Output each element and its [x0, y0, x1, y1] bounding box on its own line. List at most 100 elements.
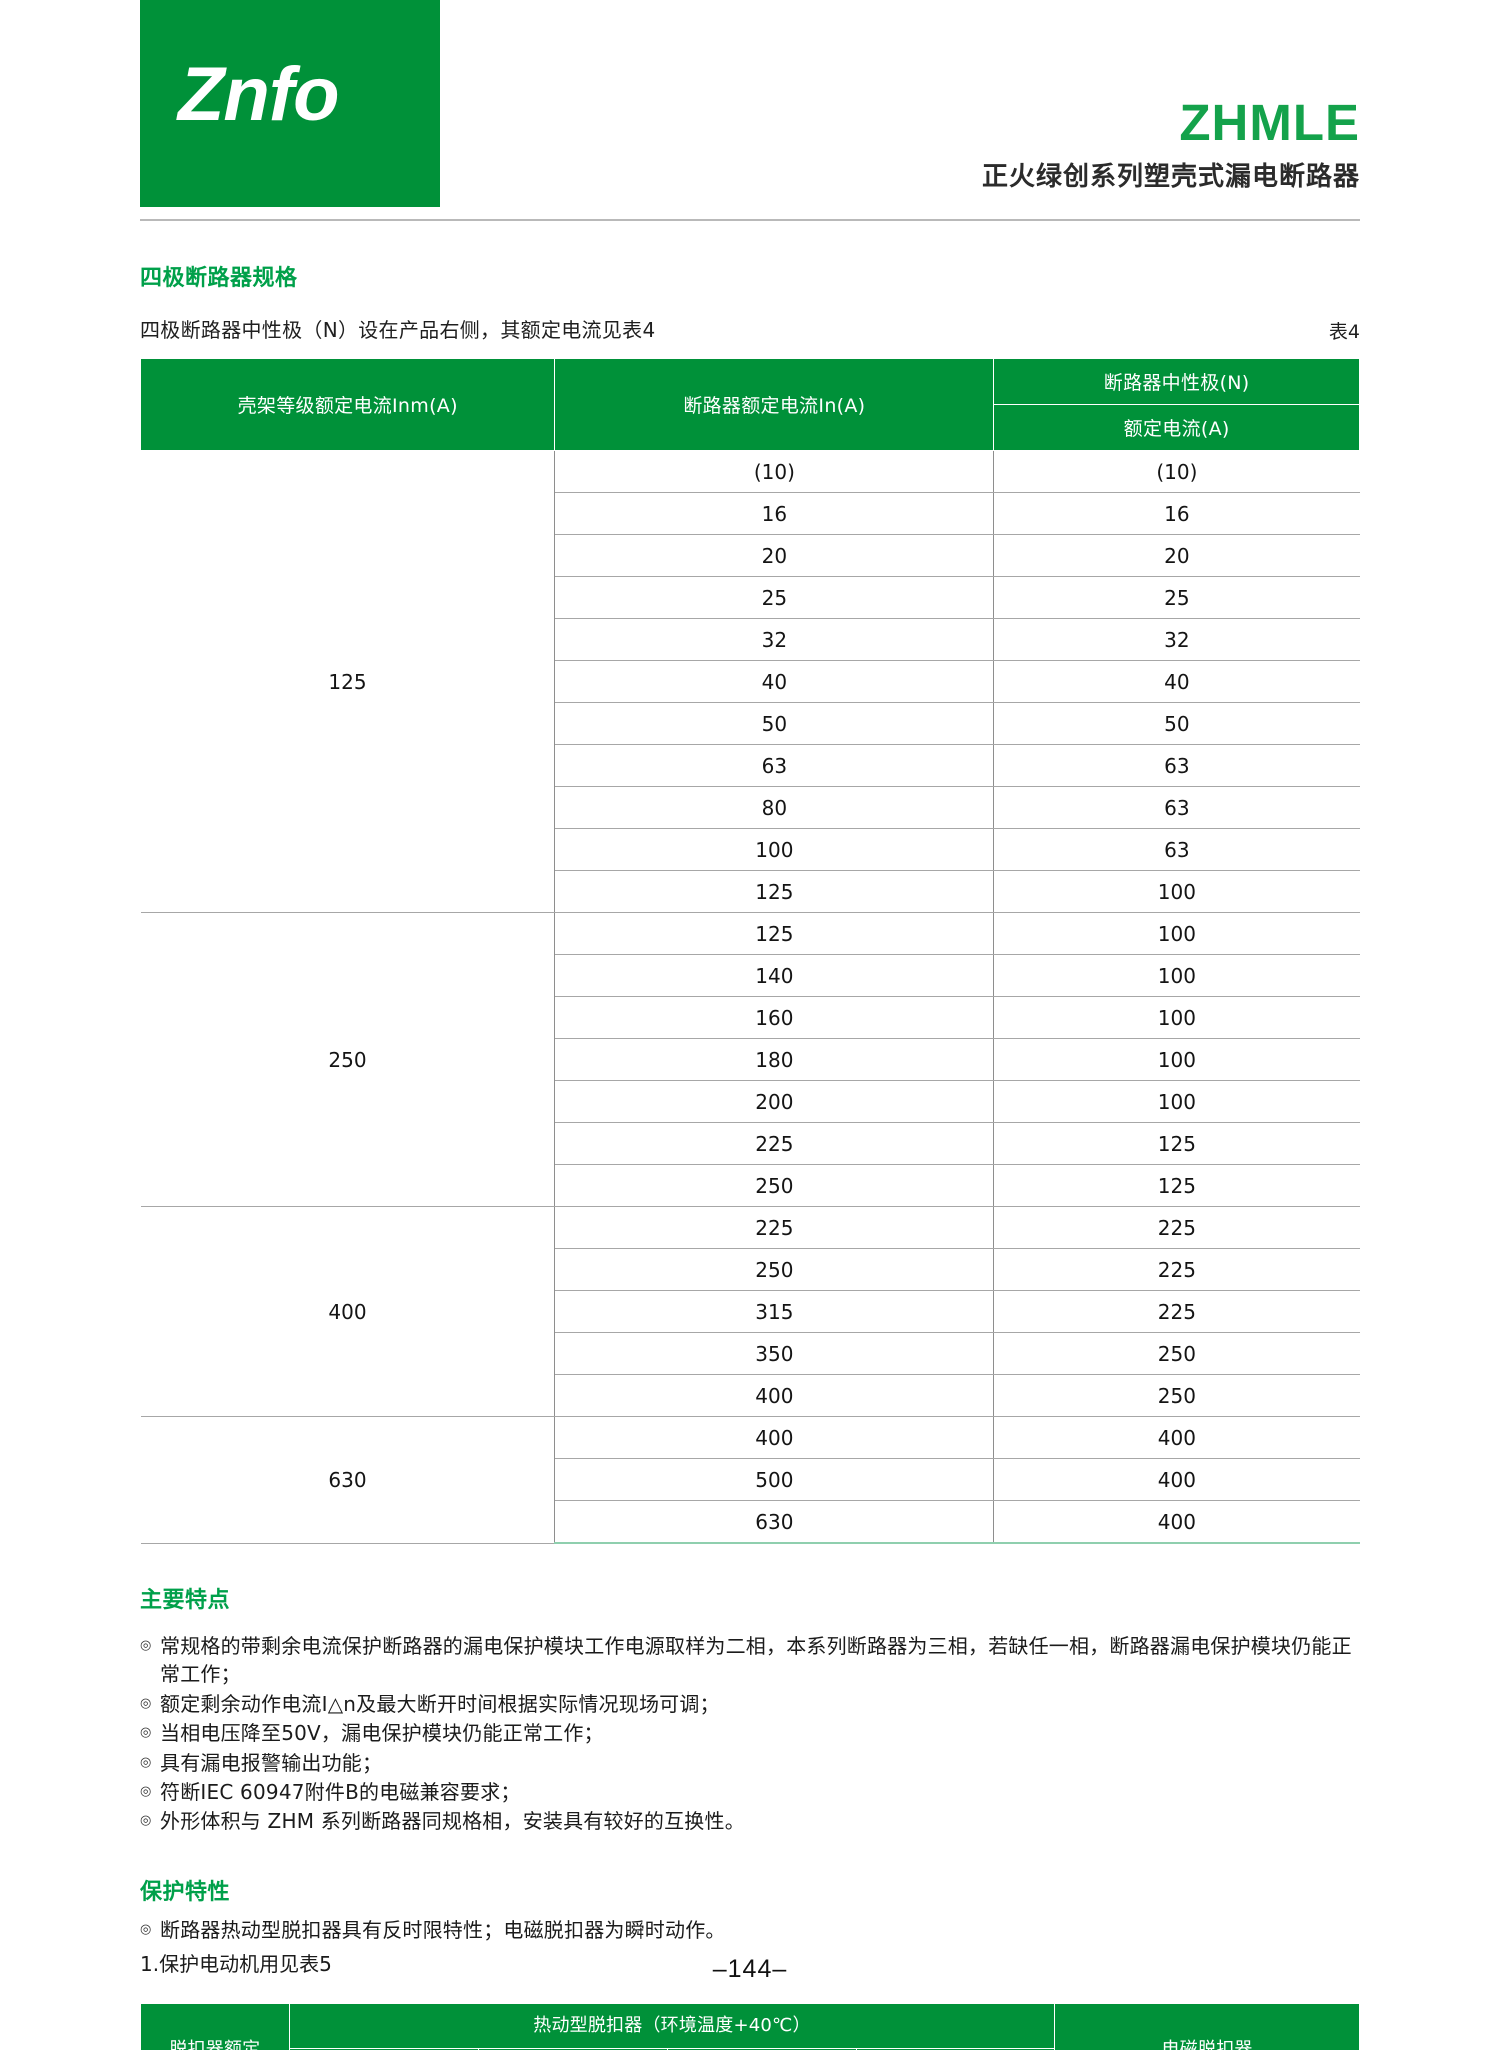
table4-in-cell: 225 [554, 1122, 995, 1165]
section-title-protection: 保护特性 [140, 1879, 231, 1905]
table4-n-cell: (10) [993, 450, 1360, 493]
table4-in-cell: (10) [554, 450, 995, 493]
table-row: 350 250 [141, 1332, 1360, 1375]
product-series-subtitle: 正火绿创系列塑壳式漏电断路器 [981, 161, 1360, 192]
table-row: 16 16 [141, 492, 1360, 535]
list-item-text: 断路器热动型脱扣器具有反时限特性；电磁脱扣器为瞬时动作。 [160, 1917, 726, 1942]
table-row: 225 125 [141, 1122, 1360, 1165]
table4-in-cell: 315 [554, 1290, 995, 1333]
table-row: 125 100 [141, 870, 1360, 913]
table4-in-cell: 250 [554, 1164, 995, 1207]
protection-list: ◎ 断路器热动型脱扣器具有反时限特性；电磁脱扣器为瞬时动作。 [140, 1916, 1360, 1944]
ring-bullet-icon: ◎ [140, 1783, 152, 1799]
brand-logo-block: Znfo [140, 0, 440, 207]
table4-in-cell: 40 [554, 660, 995, 703]
table4-in-cell: 16 [554, 492, 995, 535]
table-row: 125 (10) (10) [140, 450, 1360, 913]
list-item-text: 外形体积与 ZHM 系列断路器同规格相，安装具有较好的互换性。 [160, 1809, 745, 1834]
table4-in-cell: 500 [554, 1458, 995, 1501]
table5-th-thermal-group: 热动型脱扣器（环境温度+40℃） [288, 2003, 1056, 2050]
page-number: –144– [712, 1955, 788, 1983]
table4-n-cell: 25 [993, 576, 1360, 619]
table5-header: 脱扣器额定 电流(A) 热动型脱扣器（环境温度+40℃） 电磁脱扣器 动作电流（… [140, 2003, 1360, 2050]
table4-frame-cell: 400 [140, 1206, 556, 1417]
table4-in-cell: 350 [554, 1332, 995, 1375]
table4-in-cell: 400 [554, 1416, 995, 1459]
list-item: ◎ 当相电压降至50V，漏电保护模块仍能正常工作； [140, 1719, 1360, 1747]
table4-in-cell: 50 [554, 702, 995, 745]
table4-in-cell: 20 [554, 534, 995, 577]
table4-n-cell: 100 [993, 954, 1360, 997]
table4-n-cell: 250 [993, 1374, 1360, 1417]
table-row: 250 225 [141, 1248, 1360, 1291]
table4-n-cell: 63 [993, 786, 1360, 829]
table4-n-cell: 100 [993, 996, 1360, 1039]
table4-in-cell: 225 [554, 1206, 995, 1249]
list-item: ◎ 外形体积与 ZHM 系列断路器同规格相，安装具有较好的互换性。 [140, 1807, 1360, 1835]
ring-bullet-icon: ◎ [140, 1921, 152, 1937]
section-title-features: 主要特点 [140, 1588, 231, 1613]
table4-header: 壳架等级额定电流Inm(A) 断路器额定电流In(A) 断路器中性极(N) 额定… [139, 358, 1360, 451]
table4-in-cell: 400 [554, 1374, 995, 1417]
table4-n-cell: 100 [993, 912, 1360, 955]
table5-th-trip-rating: 脱扣器额定 电流(A) [140, 2003, 290, 2050]
table4-th-breaker-in: 断路器额定电流In(A) [554, 358, 995, 451]
section-title-spec: 四极断路器规格 [140, 266, 298, 291]
table4-n-cell: 50 [993, 702, 1360, 745]
table-four-pole-specs: 壳架等级额定电流Inm(A) 断路器额定电流In(A) 断路器中性极(N) 额定… [139, 358, 1360, 1544]
table4-n-cell: 100 [993, 870, 1360, 913]
table4-n-cell: 225 [993, 1206, 1360, 1249]
list-item-text: 当相电压降至50V，漏电保护模块仍能正常工作； [160, 1721, 604, 1746]
table4-in-cell: 140 [554, 954, 995, 997]
list-item: ◎ 常规格的带剩余电流保护断路器的漏电保护模块工作电源取样为二相，本系列断路器为… [140, 1632, 1360, 1689]
table4-in-cell: 125 [554, 870, 995, 913]
table-row: 630 400 400 [140, 1416, 1360, 1544]
page-content: 四极断路器规格 四极断路器中性极（N）设在产品右侧，其额定电流见表4 表4 壳架… [0, 260, 1500, 2050]
table4-frame-cell: 250 [140, 912, 556, 1207]
protection-numbered-note: 1.保护电动机用见表5 [140, 1952, 332, 1977]
table4-in-cell: 160 [554, 996, 995, 1039]
table4-th-neutral-group: 断路器中性极(N) [993, 358, 1360, 405]
table4-in-cell: 80 [554, 786, 995, 829]
table4-in-cell: 180 [554, 1038, 995, 1081]
list-item: ◎ 断路器热动型脱扣器具有反时限特性；电磁脱扣器为瞬时动作。 [140, 1916, 1360, 1944]
table-row: 200 100 [141, 1080, 1360, 1123]
list-item: ◎ 符断IEC 60947附件B的电磁兼容要求； [140, 1778, 1360, 1806]
list-item-text: 常规格的带剩余电流保护断路器的漏电保护模块工作电源取样为二相，本系列断路器为三相… [160, 1634, 1352, 1687]
table-trip-characteristics: 脱扣器额定 电流(A) 热动型脱扣器（环境温度+40℃） 电磁脱扣器 动作电流（… [140, 2003, 1360, 2050]
table4-n-cell: 20 [993, 534, 1360, 577]
table4-in-cell: 63 [554, 744, 995, 787]
table4-frame-cell: 630 [140, 1416, 556, 1544]
table4-in-cell: 100 [554, 828, 995, 871]
table-row: 25 25 [141, 576, 1360, 619]
product-series-name: ZHMLE [1179, 94, 1360, 151]
table4-n-cell: 63 [993, 744, 1360, 787]
table4-th-neutral-sub: 额定电流(A) [993, 404, 1360, 451]
ring-bullet-icon: ◎ [140, 1725, 152, 1741]
table4-n-cell: 250 [993, 1332, 1360, 1375]
table4-n-cell: 125 [993, 1164, 1360, 1207]
page-header: Znfo ZHMLE 正火绿创系列塑壳式漏电断路器 [0, 0, 1500, 222]
table4-n-cell: 100 [993, 1038, 1360, 1081]
table-row: 400 225 225 [140, 1206, 1360, 1417]
list-item-text: 具有漏电报警输出功能； [160, 1750, 383, 1775]
table-row: 250 125 [141, 1164, 1360, 1207]
ring-bullet-icon: ◎ [140, 1695, 152, 1711]
table-row: 32 32 [141, 618, 1360, 661]
table-row: 63 63 [141, 744, 1360, 787]
table-row: 500 400 [141, 1458, 1360, 1501]
table-row: 100 63 [141, 828, 1360, 871]
list-item: ◎ 额定剩余动作电流I△n及最大断开时间根据实际情况现场可调； [140, 1690, 1360, 1718]
table4-n-cell: 16 [993, 492, 1360, 535]
table-row: 160 100 [141, 996, 1360, 1039]
section-paragraph-spec: 四极断路器中性极（N）设在产品右侧，其额定电流见表4 [140, 318, 656, 342]
table4-n-cell: 225 [993, 1248, 1360, 1291]
table4-in-cell: 250 [554, 1248, 995, 1291]
list-item-text: 符断IEC 60947附件B的电磁兼容要求； [160, 1779, 521, 1804]
table4-in-cell: 32 [554, 618, 995, 661]
table4-in-cell: 200 [554, 1080, 995, 1123]
features-list: ◎ 常规格的带剩余电流保护断路器的漏电保护模块工作电源取样为二相，本系列断路器为… [140, 1632, 1360, 1836]
table4-frame-cell: 125 [140, 450, 556, 913]
ring-bullet-icon: ◎ [140, 1813, 152, 1829]
